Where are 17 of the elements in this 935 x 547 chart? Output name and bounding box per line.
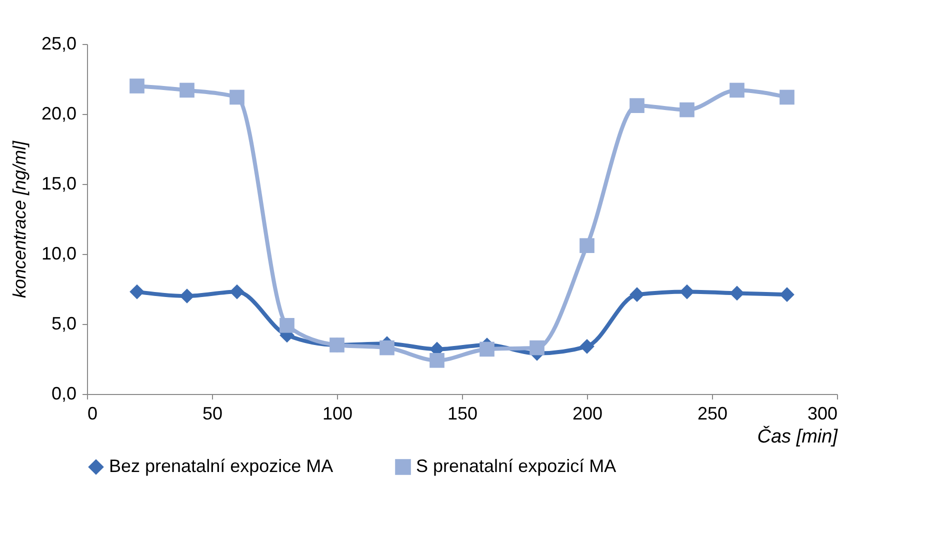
legend-label: Bez prenatalní expozice MA xyxy=(109,456,334,476)
y-tick-label: 10,0 xyxy=(41,244,76,264)
x-tick-label: 200 xyxy=(572,404,603,424)
x-axis-title: Čas [min] xyxy=(757,426,838,448)
x-tick-label: 300 xyxy=(807,404,838,424)
y-axis-title: koncentrace [ng/ml] xyxy=(9,140,30,298)
x-tick-label: 150 xyxy=(447,404,478,424)
x-tick-label: 250 xyxy=(697,404,728,424)
x-tick-label: 50 xyxy=(202,404,223,424)
y-tick-label: 15,0 xyxy=(41,174,76,194)
y-tick-label: 20,0 xyxy=(41,104,76,124)
y-tick-label: 25,0 xyxy=(41,34,76,54)
x-tick-label: 0 xyxy=(88,404,98,424)
y-tick-label: 5,0 xyxy=(51,314,76,334)
y-tick-label: 0,0 xyxy=(51,384,76,404)
x-tick-label: 100 xyxy=(322,404,353,424)
legend-label: S prenatalní expozicí MA xyxy=(416,456,616,476)
